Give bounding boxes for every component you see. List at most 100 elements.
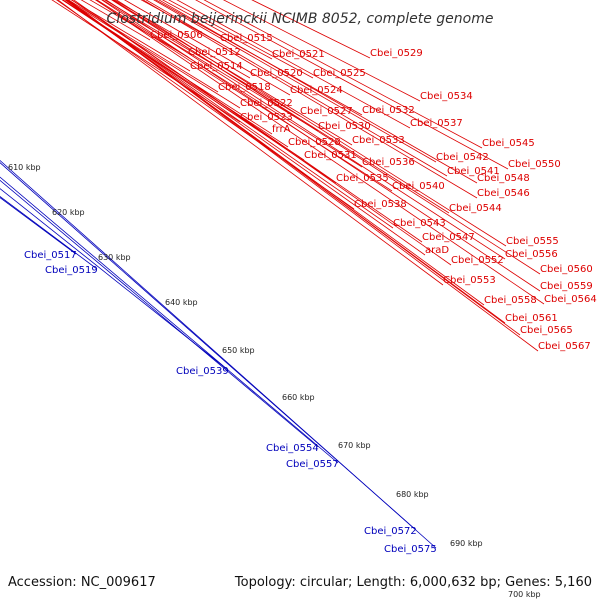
gene-label-reverse: Cbei_0539 (176, 366, 229, 377)
kbp-tick-label: 620 kbp (52, 208, 85, 217)
reverse-label-connector (0, 176, 339, 464)
kbp-tick-label: 700 kbp (508, 590, 541, 599)
label-connector-lines (0, 0, 545, 549)
forward-label-connector (158, 0, 478, 184)
forward-label-connector (155, 0, 363, 116)
gene-label-forward: Cbei_0542 (436, 152, 489, 163)
gene-label-forward: Cbei_0536 (362, 157, 415, 168)
kbp-tick-label: 660 kbp (282, 393, 315, 402)
gene-label-forward: araD (425, 245, 449, 256)
gene-label-forward: Cbei_0520 (250, 68, 303, 79)
gene-label-forward: Cbei_0529 (370, 48, 423, 59)
gene-label-forward: frrA (272, 124, 291, 135)
forward-label-connector (195, 0, 509, 170)
reverse-label-connector (0, 159, 437, 549)
gene-label-reverse: Cbei_0575 (384, 544, 437, 555)
forward-label-connector (115, 0, 507, 247)
forward-label-connector (64, 0, 337, 184)
forward-label-connector (153, 0, 437, 163)
gene-label-forward: Cbei_0522 (240, 98, 293, 109)
gene-label-forward: Cbei_0521 (272, 49, 325, 60)
kbp-tick-label: 680 kbp (396, 490, 429, 499)
gene-label-forward: Cbei_0540 (392, 181, 445, 192)
gene-label-forward: Cbei_0506 (150, 30, 203, 41)
gene-label-forward: Cbei_0543 (393, 218, 446, 229)
gene-label-forward: Cbei_0538 (354, 199, 407, 210)
accession-label: Accession: NC_009617 (8, 575, 156, 590)
kbp-tick-label: 630 kbp (98, 253, 131, 262)
forward-label-connector (95, 0, 545, 305)
forward-label-connector (203, 0, 483, 149)
forward-label-connector (222, 0, 421, 102)
forward-label-connector (145, 0, 448, 177)
forward-label-connector (61, 0, 305, 161)
kbp-tick-label: 690 kbp (450, 539, 483, 548)
forward-label-connector (142, 0, 478, 199)
gene-label-reverse: Cbei_0554 (266, 443, 319, 454)
reverse-label-connector (0, 188, 229, 371)
kbp-tick-label: 670 kbp (338, 441, 371, 450)
gene-label-forward: Cbei_0550 (508, 159, 561, 170)
forward-label-connector (112, 0, 541, 275)
gene-label-forward: Cbei_0545 (482, 138, 535, 149)
gene-label-reverse: Cbei_0557 (286, 459, 339, 470)
gene-label-forward: Cbei_0559 (540, 281, 593, 292)
forward-label-connector (123, 0, 291, 96)
kbp-tick-label: 640 kbp (165, 298, 198, 307)
gene-label-forward: Cbei_0537 (410, 118, 463, 129)
gene-label-forward: Cbei_0523 (240, 112, 293, 123)
gene-label-reverse: Cbei_0519 (45, 265, 98, 276)
gene-label-forward: Cbei_0525 (313, 68, 366, 79)
forward-label-connector (57, 0, 444, 286)
gene-label-forward: Cbei_0555 (506, 236, 559, 247)
gene-label-forward: Cbei_0567 (538, 341, 591, 352)
gene-label-forward: Cbei_0528 (288, 137, 341, 148)
gene-label-forward: Cbei_0564 (544, 294, 597, 305)
forward-label-connector (111, 0, 450, 214)
reverse-label-connector (0, 162, 417, 531)
gene-label-forward: Cbei_0565 (520, 325, 573, 336)
gene-label-forward: Cbei_0534 (420, 91, 473, 102)
gene-label-forward: Cbei_0546 (477, 188, 530, 199)
gene-label-forward: Cbei_0514 (190, 61, 243, 72)
gene-label-forward: Cbei_0524 (290, 85, 343, 96)
gene-label-forward: Cbei_0541 (447, 166, 500, 177)
gene-label-reverse: Cbei_0572 (364, 526, 417, 537)
gene-label-forward: Cbei_0515 (220, 33, 273, 44)
kbp-tick-labels: 610 kbp 620 kbp 630 kbp 640 kbp 650 kbp 660 k… (8, 163, 541, 599)
gene-label-forward: Cbei_0531 (304, 150, 357, 161)
kbp-tick-label: 650 kbp (222, 346, 255, 355)
forward-label-connector (67, 0, 521, 336)
gene-label-forward: Cbei_0518 (218, 82, 271, 93)
gene-label-forward: Cbei_0556 (505, 249, 558, 260)
gene-label-forward: Cbei_0535 (336, 173, 389, 184)
forward-label-connector (94, 0, 393, 192)
gene-label-forward: Cbei_0527 (300, 106, 353, 117)
map-title: Clostridium beijerinckii NCIMB 8052, com… (107, 11, 494, 27)
gene-label-forward: Cbei_0558 (484, 295, 537, 306)
gene-label-forward: Cbei_0544 (449, 203, 502, 214)
forward-label-connector (67, 0, 539, 352)
gene-label-forward: Cbei_0552 (451, 255, 504, 266)
forward-label-connector (64, 0, 426, 256)
reverse-label-connector (0, 179, 319, 448)
forward-label-connector (62, 0, 273, 135)
forward-label-connector (96, 0, 363, 168)
gene-label-forward: Cbei_0561 (505, 313, 558, 324)
forward-label-connector (176, 0, 411, 129)
gene-label-forward: Cbei_0560 (540, 264, 593, 275)
forward-label-connector (105, 0, 506, 260)
reverse-label-connector (0, 196, 98, 270)
forward-label-connector (65, 0, 394, 229)
forward-label-connector (101, 0, 541, 292)
kbp-tick-label: 610 kbp (8, 163, 41, 172)
gene-label-forward: Cbei_0530 (318, 121, 371, 132)
gene-labels: Cbei_0506 Cbei_0515 Cbei_0512 Cbei_0514 Cbei… (24, 30, 597, 555)
genome-summary: Topology: circular; Length: 6,000,632 bp… (234, 575, 592, 590)
gene-label-forward: Cbei_0547 (422, 232, 475, 243)
gene-label-forward: Cbei_0512 (188, 47, 241, 58)
gene-label-forward: Cbei_0553 (443, 275, 496, 286)
forward-label-connector (104, 0, 301, 117)
